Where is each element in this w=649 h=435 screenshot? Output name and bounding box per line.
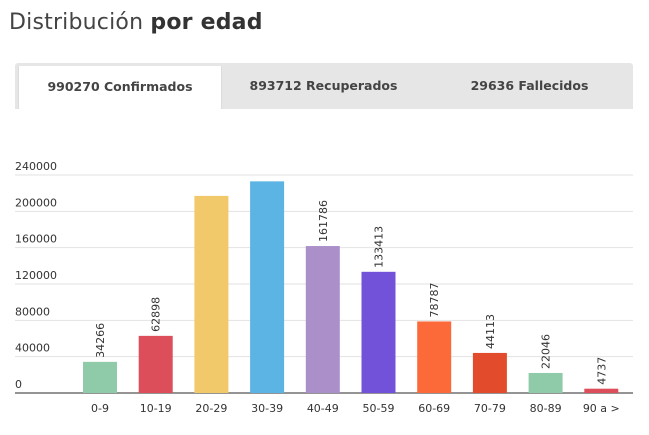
x-tick-label: 40-49 xyxy=(307,402,339,415)
tab-confirmados[interactable]: 990270 Confirmados xyxy=(18,66,222,109)
tab-bar: 990270 Confirmados 893712 Recuperados 29… xyxy=(15,63,633,109)
x-tick-label: 60-69 xyxy=(418,402,450,415)
y-tick-label: 40000 xyxy=(15,342,50,355)
tab-fallecidos[interactable]: 29636 Fallecidos xyxy=(470,78,589,93)
data-label: 161786 xyxy=(317,200,330,242)
x-tick-label: 20-29 xyxy=(195,402,227,415)
y-tick-label: 0 xyxy=(15,378,22,391)
bar xyxy=(584,388,619,393)
bar xyxy=(361,271,396,393)
data-label: 78787 xyxy=(428,282,441,317)
x-tick-label: 70-79 xyxy=(474,402,506,415)
data-label: 62898 xyxy=(150,297,163,332)
data-label: 34266 xyxy=(94,323,107,358)
data-label: 22046 xyxy=(540,334,553,369)
x-tick-label: 0-9 xyxy=(91,402,109,415)
data-label: 133413 xyxy=(373,226,386,268)
y-tick-label: 200000 xyxy=(15,196,57,209)
y-tick-label: 80000 xyxy=(15,305,50,318)
data-label: 4737 xyxy=(595,357,608,385)
x-tick-label: 50-59 xyxy=(363,402,395,415)
bar xyxy=(472,352,507,393)
x-tick-label: 80-89 xyxy=(530,402,562,415)
x-tick-label: 10-19 xyxy=(140,402,172,415)
page-title: Distribución por edad xyxy=(9,10,263,35)
y-tick-label: 120000 xyxy=(15,269,57,282)
y-tick-label: 240000 xyxy=(15,160,57,173)
bar xyxy=(528,372,563,393)
data-label: 44113 xyxy=(484,314,497,349)
page-title-bold: por edad xyxy=(150,10,263,35)
x-tick-label: 30-39 xyxy=(251,402,283,415)
y-tick-label: 160000 xyxy=(15,233,57,246)
bar xyxy=(417,321,452,393)
bar xyxy=(138,335,173,393)
bar xyxy=(194,195,229,393)
bar xyxy=(83,361,117,393)
page-title-light: Distribución xyxy=(9,10,144,35)
bar xyxy=(305,246,340,393)
bar xyxy=(250,181,285,393)
tab-recuperados[interactable]: 893712 Recuperados xyxy=(249,78,398,93)
x-tick-label: 90 a > xyxy=(583,402,620,415)
